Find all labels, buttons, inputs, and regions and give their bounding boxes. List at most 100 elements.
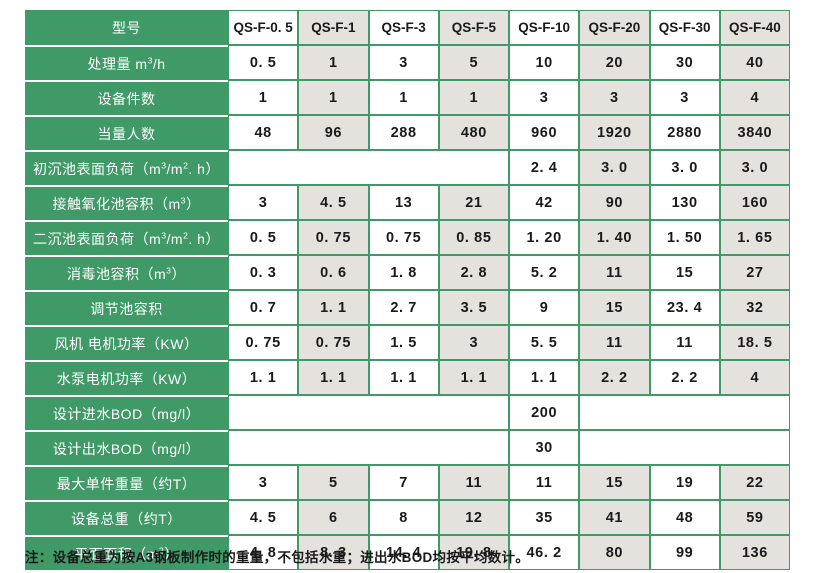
table-row: 二沉池表面负荷（m3/m2. h） 0. 5 0. 75 0. 75 0. 85 1. 2… [25,220,790,255]
data-cell: 1 [438,80,509,115]
data-cell: 11 [579,255,650,290]
data-cell: 3. 0 [649,150,720,185]
data-cell: 0. 5 [228,220,299,255]
row-label: 初沉池表面负荷（m3/m2. h） [25,150,228,185]
data-cell: 4. 8 [228,535,299,570]
specification-table-container: 型号 QS-F-0. 5 QS-F-1 QS-F-3 QS-F-5 QS-F-10 QS-F… [25,10,790,570]
column-header-qs-f-20: QS-F-20 [579,10,650,45]
data-cell: 9 [509,290,580,325]
data-cell: 4 [719,360,790,395]
data-cell: 160 [719,185,790,220]
data-cell: 0. 75 [368,220,439,255]
data-cell: 3 [438,325,509,360]
data-cell: 1. 40 [579,220,650,255]
merged-empty-cell [579,395,790,430]
row-label: 平面面积（m2） [25,535,228,570]
row-label: 设计进水BOD（mg/l） [25,395,228,430]
data-cell: 1 [228,80,299,115]
data-cell: 3 [228,465,299,500]
data-cell: 18. 5 [719,325,790,360]
data-cell: 3 [509,80,580,115]
data-cell: 1 [298,45,369,80]
data-cell: 11 [509,465,580,500]
data-cell: 2. 2 [579,360,650,395]
row-label: 设计出水BOD（mg/l） [25,430,228,465]
data-cell: 1. 1 [228,360,299,395]
data-cell: 15 [649,255,720,290]
data-cell: 288 [368,115,439,150]
row-label: 处理量 m3/h [25,45,228,80]
row-label: 水泵电机功率（KW） [25,360,228,395]
data-cell: 12 [438,500,509,535]
data-cell: 48 [649,500,720,535]
table-header-row: 型号 QS-F-0. 5 QS-F-1 QS-F-3 QS-F-5 QS-F-10 QS-F… [25,10,790,45]
data-cell: 3. 0 [579,150,650,185]
data-cell: 99 [649,535,720,570]
unit-superscript: 2 [158,544,165,555]
data-cell: 40 [719,45,790,80]
data-cell: 22 [719,465,790,500]
table-row: 处理量 m3/h 0. 5 1 3 5 10 20 30 40 [25,45,790,80]
table-row: 当量人数 48 96 288 480 960 1920 2880 3840 [25,115,790,150]
data-cell: 5. 5 [509,325,580,360]
data-cell: 2880 [649,115,720,150]
data-cell: 2. 8 [438,255,509,290]
row-label: 最大单件重量（约T） [25,465,228,500]
data-cell: 1. 1 [368,360,439,395]
data-cell: 1 [298,80,369,115]
row-label: 接触氧化池容积（m3） [25,185,228,220]
data-cell: 0. 75 [298,220,369,255]
data-cell: 13 [368,185,439,220]
data-cell: 2. 2 [649,360,720,395]
data-cell: 46. 2 [509,535,580,570]
data-cell: 2. 7 [368,290,439,325]
data-cell: 0. 5 [228,45,299,80]
data-cell: 27 [719,255,790,290]
data-cell: 0. 6 [298,255,369,290]
data-cell: 960 [509,115,580,150]
unit-superscript: 2 [183,159,189,170]
row-label: 当量人数 [25,115,228,150]
table-row: 设备件数 1 1 1 1 3 3 3 4 [25,80,790,115]
data-cell: 21 [438,185,509,220]
data-cell: 3 [368,45,439,80]
column-header-qs-f-1: QS-F-1 [298,10,369,45]
merged-empty-cell [228,150,509,185]
row-label: 风机 电机功率（KW） [25,325,228,360]
row-label: 调节池容积 [25,290,228,325]
data-cell: 6 [298,500,369,535]
merged-empty-cell [579,430,790,465]
unit-superscript: 2 [183,229,189,240]
table-row: 设备总重（约T） 4. 5 6 8 12 35 41 48 59 [25,500,790,535]
table-row: 接触氧化池容积（m3） 3 4. 5 13 21 42 90 130 160 [25,185,790,220]
row-label: 消毒池容积（m3） [25,255,228,290]
data-cell: 0. 7 [228,290,299,325]
table-footnote: 注：设备总重为按A3钢板制作时的重量，不包括水重；进出水BOD均按平均数计。 [25,550,530,565]
data-cell: 480 [438,115,509,150]
unit-superscript: 3 [166,264,172,275]
data-cell: 5 [298,465,369,500]
row-label: 设备总重（约T） [25,500,228,535]
data-cell: 96 [298,115,369,150]
data-cell: 30 [649,45,720,80]
data-cell: 3840 [719,115,790,150]
data-cell: 19. 8 [438,535,509,570]
data-cell: 59 [719,500,790,535]
data-cell: 41 [579,500,650,535]
data-cell: 8 [368,500,439,535]
data-cell: 32 [719,290,790,325]
data-cell: 3. 0 [719,150,790,185]
data-cell: 1. 1 [438,360,509,395]
data-cell: 4 [719,80,790,115]
data-cell: 15 [579,465,650,500]
data-cell: 0. 3 [228,255,299,290]
data-cell: 30 [509,430,580,465]
data-cell: 0. 75 [228,325,299,360]
unit-superscript: 3 [180,194,186,205]
data-cell: 35 [509,500,580,535]
data-cell: 1. 65 [719,220,790,255]
data-cell: 200 [509,395,580,430]
data-cell: 8. 3 [298,535,369,570]
column-header-qs-f-10: QS-F-10 [509,10,580,45]
